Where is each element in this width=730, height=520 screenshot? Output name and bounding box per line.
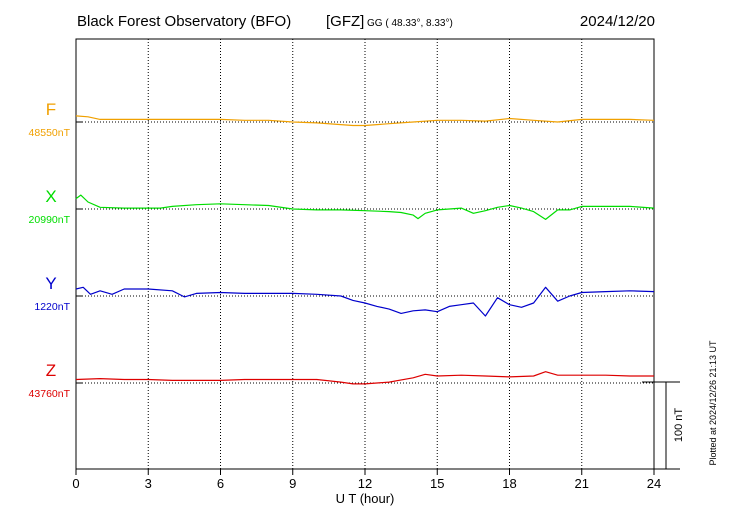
grid-lines bbox=[147, 39, 583, 469]
coordinates-label: GG ( 48.33°, 8.33°) bbox=[367, 18, 453, 29]
series-line-y bbox=[75, 286, 655, 317]
series-baseline-y: 1220nT bbox=[34, 301, 70, 313]
x-tick-label: 9 bbox=[289, 476, 296, 491]
plot-frame bbox=[75, 38, 655, 470]
x-axis-label: U T (hour) bbox=[336, 491, 395, 506]
series-line-z bbox=[75, 371, 654, 385]
baselines bbox=[76, 121, 654, 384]
series-baseline-f: 48550nT bbox=[29, 127, 71, 139]
chart-title: Black Forest Observatory (BFO) bbox=[77, 13, 291, 30]
series-line-f bbox=[75, 115, 655, 127]
series-name-z: Z bbox=[46, 361, 56, 380]
x-tick-label: 6 bbox=[217, 476, 224, 491]
x-tick-label: 18 bbox=[502, 476, 516, 491]
scale-bar-label: 100 nT bbox=[673, 408, 685, 443]
x-tick-label: 15 bbox=[430, 476, 444, 491]
series-name-y: Y bbox=[45, 274, 56, 293]
plotted-at-note: Plotted at 2024/12/26 21:13 UT bbox=[708, 340, 718, 466]
date-label: 2024/12/20 bbox=[580, 13, 655, 30]
x-tick-label: 21 bbox=[575, 476, 589, 491]
institute-label: [GFZ] bbox=[326, 13, 364, 30]
scale-bar: 100 nT bbox=[642, 381, 685, 470]
x-tick-label: 0 bbox=[72, 476, 79, 491]
series-line-x bbox=[75, 194, 655, 220]
series-name-x: X bbox=[45, 187, 56, 206]
series-baseline-z: 43760nT bbox=[29, 388, 71, 400]
x-tick-label: 12 bbox=[358, 476, 372, 491]
x-tick-label: 24 bbox=[647, 476, 661, 491]
x-axis-ticks: 0 3 6 9 12 15 18 21 24 bbox=[72, 469, 661, 491]
series-name-f: F bbox=[46, 100, 56, 119]
x-tick-label: 3 bbox=[145, 476, 152, 491]
series-baseline-x: 20990nT bbox=[29, 214, 71, 226]
series-labels: F 48550nT X 20990nT Y 1220nT Z 43760nT bbox=[29, 100, 71, 400]
series-lines bbox=[75, 115, 655, 385]
